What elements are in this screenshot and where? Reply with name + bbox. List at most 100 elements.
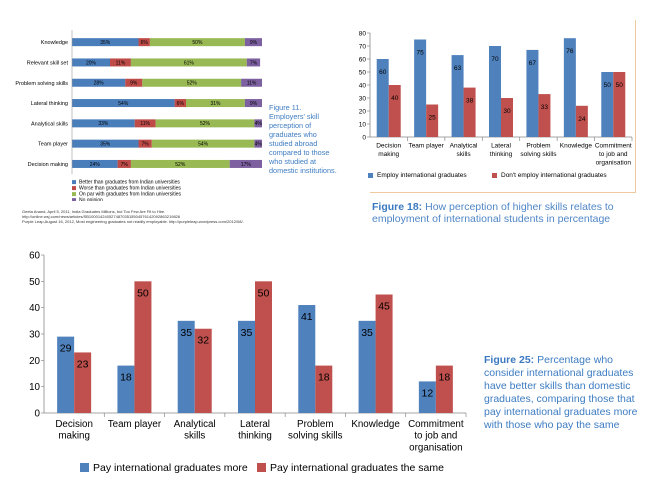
- segment-label: 52%: [200, 121, 211, 127]
- x-tick-label: Team player: [408, 143, 444, 150]
- category-label: Decision making: [28, 162, 68, 168]
- stacked-bar-segment: [72, 38, 139, 47]
- y-tick-label: 60: [359, 56, 367, 63]
- legend-label: Employ international graduates: [377, 172, 467, 179]
- bar-value-label: 35: [361, 327, 373, 339]
- stacked-bar-segment: [130, 58, 247, 67]
- bar-value-label: 38: [466, 98, 474, 105]
- bar: [601, 72, 614, 137]
- legend-label: No opinion: [79, 198, 103, 201]
- bar: [117, 365, 135, 413]
- legend-label: Pay international graduates more: [93, 462, 248, 474]
- bar: [315, 365, 333, 413]
- bar: [358, 320, 376, 413]
- x-tick-label: Lateral: [491, 143, 511, 150]
- stacked-bar-segment: [155, 119, 255, 128]
- bar: [57, 336, 75, 413]
- x-tick-label: Problem: [526, 143, 550, 150]
- figure-18-caption: Figure 18: How perception of higher skil…: [372, 201, 642, 225]
- x-tick-label: to job and: [414, 431, 457, 442]
- y-tick-label: 40: [359, 82, 367, 89]
- figure-18-caption-text: How perception of higher skills relates …: [372, 201, 614, 225]
- bar: [388, 85, 401, 137]
- y-tick-label: 50: [359, 69, 367, 76]
- footnote-1: Geeta Anand, April 5, 2011, India Gradua…: [22, 209, 166, 214]
- y-tick-label: 70: [359, 43, 367, 50]
- stacked-bar-segment: [72, 139, 139, 148]
- stacked-bar-segment: [151, 139, 255, 148]
- x-tick-label: skills: [457, 151, 472, 158]
- stacked-bar-segment: [72, 99, 175, 108]
- y-tick-label: 20: [29, 356, 40, 367]
- figure-25-caption-text: Percentage who consider international gr…: [484, 354, 638, 431]
- figure-18-divider: [370, 192, 636, 193]
- legend-swatch: [80, 463, 89, 472]
- stacked-bar-segment: [229, 159, 262, 168]
- bar: [463, 87, 476, 137]
- figure-18-right-border: [635, 20, 636, 193]
- stacked-bar-segment: [246, 58, 261, 67]
- segment-label: 28%: [94, 81, 105, 87]
- bar-value-label: 50: [604, 82, 612, 89]
- x-tick-label: organisation: [596, 160, 632, 167]
- bar: [74, 352, 92, 413]
- bar: [526, 49, 539, 137]
- x-tick-label: skills: [184, 431, 205, 442]
- bar: [134, 281, 152, 413]
- y-tick-label: 80: [359, 30, 367, 37]
- stacked-bar-segment: [72, 58, 110, 67]
- bar-value-label: 67: [529, 60, 537, 67]
- x-tick-label: solving skills: [520, 151, 557, 158]
- x-tick-label: Commitment: [408, 419, 464, 430]
- y-tick-label: 10: [29, 382, 40, 393]
- y-tick-label: 10: [359, 121, 367, 128]
- bar-value-label: 35: [180, 327, 192, 339]
- category-label: Analytical skills: [31, 121, 68, 127]
- figure-18-caption-label: Figure 18:: [372, 201, 423, 213]
- segment-label: 9%: [130, 81, 138, 87]
- segment-label: 35%: [100, 141, 111, 147]
- x-tick-label: Analytical: [450, 143, 478, 150]
- stacked-bar-segment: [72, 159, 118, 168]
- stacked-bar-segment: [241, 78, 262, 87]
- y-tick-label: 30: [359, 95, 367, 102]
- bar: [489, 46, 501, 137]
- segment-label: 31%: [210, 101, 221, 107]
- x-tick-label: organisation: [409, 442, 462, 453]
- legend-label: Better than graduates from Indian univer…: [79, 180, 180, 186]
- bar-value-label: 70: [491, 56, 499, 63]
- bar: [177, 320, 195, 413]
- stacked-bar-segment: [142, 78, 242, 87]
- bar-value-label: 33: [541, 104, 549, 111]
- x-tick-label: solving skills: [288, 431, 343, 442]
- x-tick-label: Problem: [297, 419, 333, 430]
- segment-label: 50%: [192, 40, 203, 46]
- segment-label: 35%: [100, 40, 111, 46]
- y-tick-label: 40: [29, 303, 40, 314]
- stacked-bar-segment: [72, 78, 126, 87]
- bar-value-label: 18: [120, 372, 132, 384]
- bar: [376, 59, 389, 137]
- bar-value-label: 50: [616, 82, 624, 89]
- bar-value-label: 40: [391, 95, 399, 102]
- x-tick-label: thinking: [238, 431, 272, 442]
- legend-swatch: [72, 192, 76, 197]
- y-tick-label: 20: [359, 108, 367, 115]
- x-tick-label: Commitment: [595, 143, 632, 150]
- segment-label: 54%: [118, 101, 129, 107]
- stacked-bar-segment: [186, 99, 245, 108]
- y-tick-label: 30: [29, 329, 40, 340]
- stacked-bar-segment: [244, 38, 262, 47]
- x-tick-label: to job and: [599, 151, 628, 158]
- legend-swatch: [72, 198, 76, 201]
- bar-value-label: 45: [378, 301, 390, 313]
- bar: [613, 72, 626, 137]
- bar: [194, 328, 212, 413]
- x-tick-label: thinking: [490, 151, 513, 158]
- bar-value-label: 18: [318, 372, 330, 384]
- bar: [563, 38, 576, 138]
- x-tick-label: Decision: [376, 143, 401, 150]
- segment-label: 7%: [121, 162, 129, 168]
- bar: [375, 294, 393, 413]
